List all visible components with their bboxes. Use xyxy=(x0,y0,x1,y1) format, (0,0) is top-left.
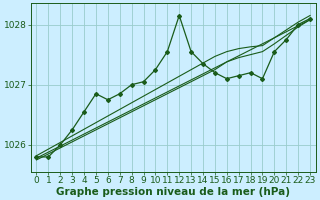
X-axis label: Graphe pression niveau de la mer (hPa): Graphe pression niveau de la mer (hPa) xyxy=(56,187,290,197)
